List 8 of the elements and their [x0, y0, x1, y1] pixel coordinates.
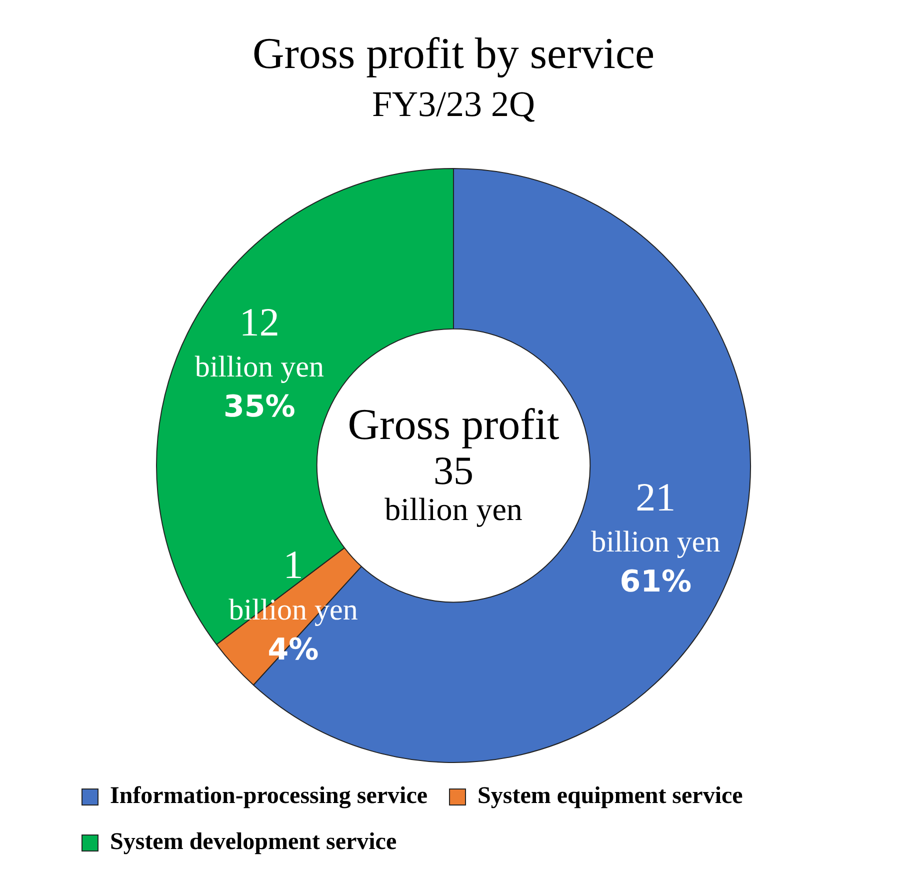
legend-label: System development service [110, 829, 397, 856]
legend-label: Information-processing service [110, 783, 428, 810]
chart-title: Gross profit by service [252, 28, 655, 78]
text: Gross profit 35 billion yen [348, 400, 560, 527]
data-label: 21 billion yen 61% [591, 474, 720, 600]
legend-label: System equipment service [478, 783, 744, 810]
data-label: 12 billion yen 35% [194, 299, 324, 425]
chart-subtitle: FY3/23 2Q [372, 84, 536, 124]
